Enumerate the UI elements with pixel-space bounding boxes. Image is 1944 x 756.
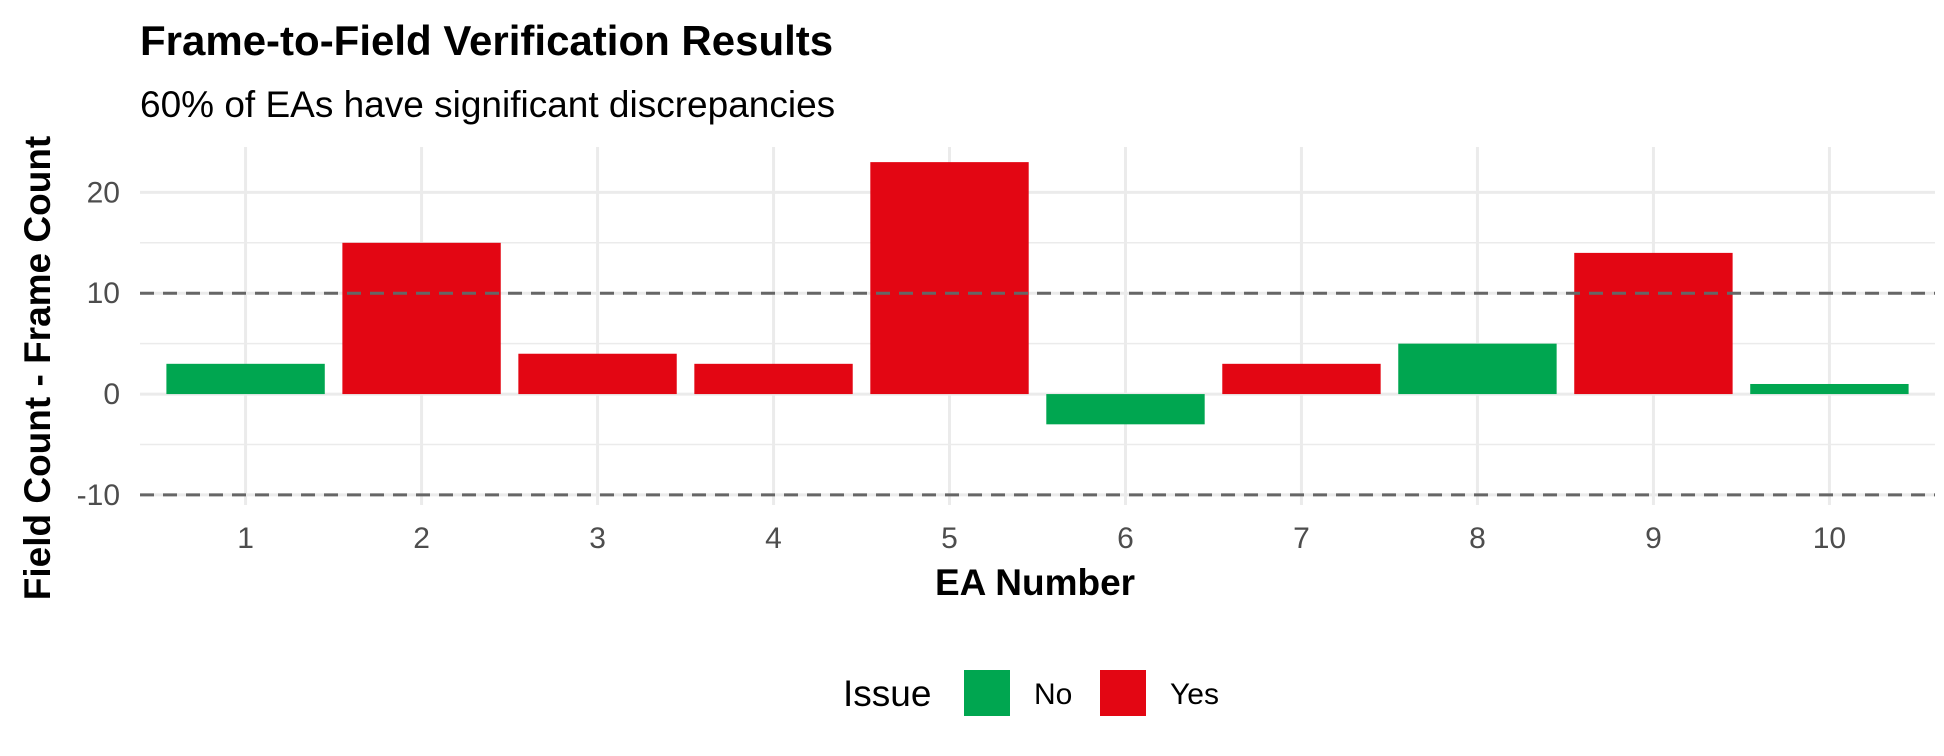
- legend: Issue No Yes: [843, 670, 1219, 716]
- x-axis-title: EA Number: [935, 562, 1135, 603]
- x-tick-label: 3: [589, 522, 606, 555]
- y-tick-label: 0: [103, 378, 120, 411]
- bar-ea-6: [1046, 394, 1205, 425]
- y-tick-label: -10: [77, 479, 120, 512]
- x-tick-label: 6: [1117, 522, 1134, 555]
- x-tick-label: 10: [1813, 522, 1846, 555]
- y-axis-title: Field Count - Frame Count: [17, 136, 58, 601]
- x-tick-label: 4: [765, 522, 782, 555]
- chart-title: Frame-to-Field Verification Results: [140, 17, 833, 64]
- bar-ea-5: [870, 162, 1029, 395]
- y-axis-ticks: -10 0 10 20: [77, 176, 120, 512]
- legend-swatch-yes: [1100, 670, 1146, 716]
- y-tick-label: 10: [87, 277, 120, 310]
- bar-ea-8: [1398, 343, 1557, 395]
- bar-ea-9: [1574, 252, 1733, 395]
- bar-ea-10: [1750, 383, 1909, 395]
- reference-lines: [140, 291, 1935, 497]
- x-tick-label: 9: [1645, 522, 1662, 555]
- bar-ea-7: [1222, 363, 1381, 395]
- legend-label-yes: Yes: [1170, 678, 1219, 711]
- x-tick-label: 5: [941, 522, 958, 555]
- x-tick-label: 8: [1469, 522, 1486, 555]
- bar-ea-3: [518, 353, 677, 395]
- legend-label-no: No: [1034, 678, 1072, 711]
- x-tick-label: 7: [1293, 522, 1310, 555]
- bar-ea-2: [342, 242, 501, 395]
- legend-title: Issue: [843, 673, 931, 714]
- y-tick-label: 20: [87, 176, 120, 209]
- x-tick-label: 1: [237, 522, 254, 555]
- chart-subtitle: 60% of EAs have significant discrepancie…: [140, 84, 835, 125]
- x-tick-label: 2: [413, 522, 430, 555]
- bars: [166, 162, 1909, 425]
- bar-ea-1: [166, 363, 325, 395]
- x-axis-ticks: 1 2 3 4 5 6 7 8 9 10: [237, 522, 1846, 555]
- bar-ea-4: [694, 363, 853, 395]
- legend-swatch-no: [964, 670, 1010, 716]
